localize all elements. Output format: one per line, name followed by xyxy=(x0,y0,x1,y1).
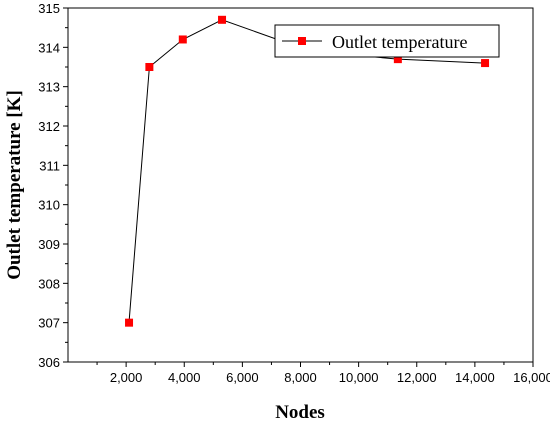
y-tick-label: 313 xyxy=(38,80,60,95)
plot-frame xyxy=(67,7,534,363)
x-axis: 2,000 4,000 6,000 8,000 10,000 12,000 14,000 16… xyxy=(96,362,550,385)
y-axis-title: Outlet temperature [K] xyxy=(4,90,25,280)
x-tick-label: 10,000 xyxy=(339,370,379,385)
y-tick-label: 312 xyxy=(38,119,60,134)
x-tick-label: 16,000 xyxy=(513,370,550,385)
x-tick-label: 14,000 xyxy=(455,370,495,385)
data-point xyxy=(178,35,187,44)
data-point xyxy=(218,15,227,24)
legend-label: Outlet temperature xyxy=(332,32,467,52)
data-point xyxy=(145,63,154,71)
y-tick-label: 310 xyxy=(38,198,60,213)
x-tick-label: 6,000 xyxy=(226,370,259,385)
x-tick-label: 2,000 xyxy=(110,370,143,385)
y-tick-label: 307 xyxy=(38,316,60,331)
y-axis: 306 307 308 309 310 311 312 313 314 315 xyxy=(38,1,68,370)
legend-marker xyxy=(298,37,306,45)
y-tick-label: 306 xyxy=(38,355,60,370)
data-point xyxy=(393,55,402,64)
data-point xyxy=(125,318,134,327)
y-tick-label: 309 xyxy=(38,237,60,252)
data-point xyxy=(481,59,490,68)
y-tick-label: 308 xyxy=(38,276,60,291)
legend: Outlet temperature xyxy=(274,24,500,58)
series-layer xyxy=(125,15,490,327)
series-line xyxy=(128,19,486,323)
y-tick-label: 314 xyxy=(38,40,60,55)
y-tick-label: 315 xyxy=(38,1,60,16)
x-axis-title: Nodes xyxy=(275,402,325,423)
x-tick-label: 4,000 xyxy=(168,370,201,385)
x-tick-label: 8,000 xyxy=(284,370,317,385)
y-tick-label: 311 xyxy=(39,158,60,173)
x-tick-label: 12,000 xyxy=(397,370,437,385)
